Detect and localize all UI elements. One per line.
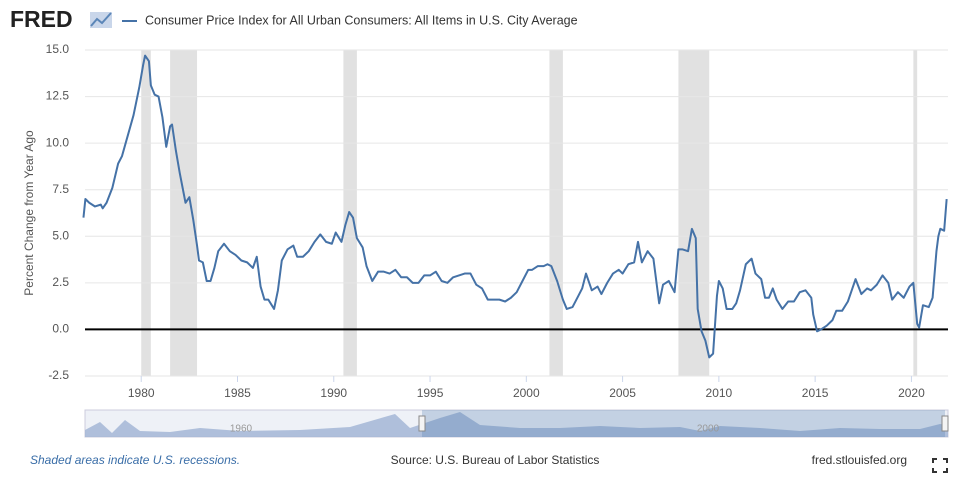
plot-area: [85, 50, 948, 376]
source: Source: U.S. Bureau of Labor Statistics: [391, 453, 600, 467]
recession-band: [141, 50, 151, 376]
x-tick-label: 2020: [898, 386, 925, 400]
y-axis-label: Percent Change from Year Ago: [22, 130, 36, 296]
y-tick-label: 0.0: [52, 322, 69, 336]
x-tick-label: 1985: [224, 386, 251, 400]
line-series: [82, 54, 948, 359]
y-tick-label: 7.5: [52, 182, 69, 196]
y-tick-label: 15.0: [46, 42, 70, 56]
fullscreen-icon[interactable]: [932, 458, 948, 473]
y-tick-label: -2.5: [48, 368, 69, 382]
navigator-label: 2000: [697, 424, 720, 435]
y-tick-label: 12.5: [46, 89, 70, 103]
x-tick-label: 2005: [609, 386, 636, 400]
recession-note: Shaded areas indicate U.S. recessions.: [30, 453, 240, 467]
x-tick-label: 1990: [320, 386, 347, 400]
recession-band: [549, 50, 563, 376]
site[interactable]: fred.stlouisfed.org: [812, 453, 907, 467]
navigator[interactable]: [84, 409, 949, 438]
legend-label: Consumer Price Index for All Urban Consu…: [145, 13, 578, 27]
x-tick-label: 2010: [706, 386, 733, 400]
y-tick-label: 5.0: [52, 228, 69, 242]
navigator-label: 1960: [230, 424, 253, 435]
x-tick-label: 1980: [128, 386, 155, 400]
logo: FRED: [10, 6, 73, 32]
y-tick-label: 2.5: [52, 275, 69, 289]
x-tick-label: 1995: [417, 386, 444, 400]
y-tick-label: 10.0: [46, 135, 70, 149]
x-tick-label: 2000: [513, 386, 540, 400]
x-tick-label: 2015: [802, 386, 829, 400]
recession-band: [678, 50, 710, 376]
recession-band: [913, 50, 918, 376]
logo-icon: [90, 12, 112, 28]
